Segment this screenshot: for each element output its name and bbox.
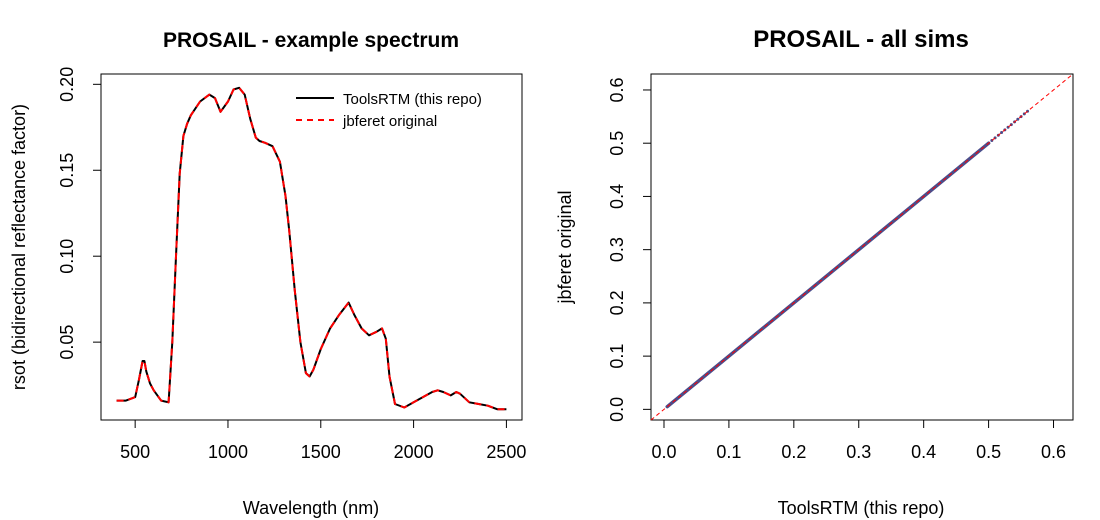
- legend-label-jbferet: jbferet original: [342, 113, 437, 130]
- right-x-axis: 0.0 0.1 0.2 0.3 0.4 0.5 0.6: [651, 419, 1066, 462]
- left-x-tick-label: 500: [120, 442, 150, 462]
- left-y-axis-label: rsot (bidirectional reflectance factor): [9, 104, 29, 390]
- left-chart-title: PROSAIL - example spectrum: [163, 29, 459, 52]
- right-y-tick-label: 0.2: [607, 290, 627, 315]
- left-legend: ToolsRTM (this repo) jbferet original: [296, 91, 482, 130]
- right-x-tick-label: 0.4: [911, 442, 936, 462]
- legend-label-toolsrtm: ToolsRTM (this repo): [343, 91, 482, 108]
- left-y-axis: 0.05 0.10 0.15 0.20: [57, 67, 102, 360]
- left-y-tick-label: 0.05: [57, 325, 77, 360]
- left-series-group: [116, 86, 507, 411]
- right-y-axis-label: jbferet original: [555, 190, 575, 304]
- series-line-toolsrtm: [116, 86, 507, 411]
- spectrum-panel: PROSAIL - example spectrum 500 1000 1500 20…: [9, 29, 526, 518]
- right-chart-title: PROSAIL - all sims: [753, 26, 969, 53]
- right-y-tick-label: 0.0: [607, 397, 627, 422]
- right-x-axis-label: ToolsRTM (this repo): [778, 498, 945, 518]
- left-x-tick-label: 2000: [394, 442, 434, 462]
- left-x-tick-label: 1000: [208, 442, 248, 462]
- left-x-tick-label: 1500: [301, 442, 341, 462]
- right-y-axis: 0.0 0.1 0.2 0.3 0.4 0.5 0.6: [607, 77, 652, 422]
- right-x-tick-label: 0.1: [716, 442, 741, 462]
- right-points-group: [650, 73, 1074, 421]
- left-y-tick-label: 0.15: [57, 153, 77, 188]
- right-y-tick-label: 0.6: [607, 77, 627, 102]
- left-x-axis: 500 1000 1500 2000 2500: [120, 419, 526, 462]
- right-x-tick-label: 0.2: [781, 442, 806, 462]
- left-plot-box: [100, 73, 523, 421]
- right-y-tick-label: 0.1: [607, 344, 627, 369]
- right-x-tick-label: 0.5: [976, 442, 1001, 462]
- left-y-tick-label: 0.10: [57, 239, 77, 274]
- scatter-point: [1016, 117, 1020, 121]
- right-y-tick-label: 0.5: [607, 131, 627, 156]
- right-x-tick-label: 0.0: [651, 442, 676, 462]
- right-x-tick-label: 0.3: [846, 442, 871, 462]
- right-y-tick-label: 0.4: [607, 184, 627, 209]
- right-y-tick-label: 0.3: [607, 237, 627, 262]
- scatter-point: [1000, 131, 1004, 135]
- series-line-jbferet: [116, 86, 507, 411]
- all-sims-panel: PROSAIL - all sims 0.0 0.1 0.2 0.3 0.4 0.5 0.6…: [555, 26, 1074, 518]
- left-x-axis-label: Wavelength (nm): [243, 498, 379, 518]
- right-x-tick-label: 0.6: [1041, 442, 1066, 462]
- left-y-tick-label: 0.20: [57, 67, 77, 102]
- left-x-tick-label: 2500: [486, 442, 526, 462]
